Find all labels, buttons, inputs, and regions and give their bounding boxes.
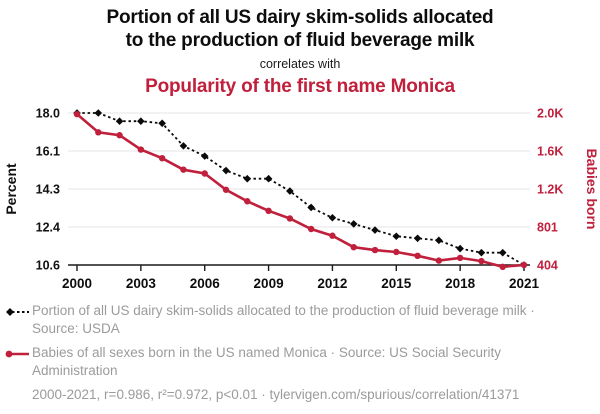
- chart-area: 18.0 2.0K 16.1 1.6K 14.3 1.2K 12.4 801 10.6 404 20…: [0, 99, 600, 295]
- dairy-data-point: [456, 244, 464, 253]
- monica-data-point: [520, 261, 528, 269]
- chart-title-line-2: to the production of fluid beverage milk: [125, 30, 475, 51]
- dairy-series-line: [77, 112, 525, 266]
- legend-label-dairy: Portion of all US dairy skim-solids allo…: [32, 303, 535, 336]
- monica-data-point: [201, 170, 208, 177]
- right-axis-tick: 1.6K: [537, 145, 563, 159]
- monica-data-point: [393, 248, 400, 256]
- correlates-with-label: correlates with: [259, 57, 341, 71]
- monica-data-point: [329, 232, 336, 239]
- monica-data-point: [286, 215, 294, 222]
- left-axis-title: Percent: [3, 163, 19, 215]
- dairy-data-point: [264, 174, 273, 183]
- right-axis-tick: 404: [537, 259, 558, 273]
- monica-data-point: [265, 207, 272, 215]
- monica-data-point: [222, 186, 230, 193]
- legend-entry-monica: Babies of all sexes born in the US named…: [0, 344, 600, 380]
- right-axis-tick: 801: [537, 221, 558, 235]
- monica-data-point: [180, 166, 187, 173]
- monica-data-point: [435, 257, 443, 264]
- dairy-data-point: [200, 152, 209, 160]
- left-axis-tick: 10.6: [36, 259, 60, 273]
- monica-data-point: [499, 263, 506, 271]
- monica-data-point: [137, 146, 145, 153]
- x-axis-tick: 2021: [509, 276, 540, 291]
- right-axis-tick: 2.0K: [537, 107, 563, 121]
- chart-svg: 18.0 2.0K 16.1 1.6K 14.3 1.2K 12.4 801 10.6 404 20…: [3, 107, 600, 292]
- dairy-data-point: [498, 248, 507, 257]
- x-axis-tick: 2015: [381, 276, 412, 291]
- chart-header: Portion of all US dairy skim-solids allo…: [0, 0, 600, 98]
- monica-data-point: [371, 246, 379, 254]
- dairy-data-point: [158, 119, 166, 128]
- monica-data-point: [95, 129, 102, 136]
- x-axis-tick: 2006: [190, 276, 221, 291]
- monica-data-point: [478, 257, 485, 265]
- legend-label-monica: Babies of all sexes born in the US named…: [32, 345, 501, 378]
- dairy-data-point: [179, 142, 188, 150]
- x-axis-tick: 2009: [254, 276, 284, 291]
- monica-data-point: [116, 132, 123, 139]
- x-axis-tick: 2018: [445, 276, 476, 291]
- dairy-data-point: [243, 174, 252, 183]
- dairy-data-point: [328, 213, 337, 222]
- dairy-data-point: [137, 117, 145, 126]
- dairy-data-point: [477, 248, 486, 257]
- legend-entry-dairy: Portion of all US dairy skim-solids allo…: [0, 302, 600, 338]
- chart-legend: Portion of all US dairy skim-solids allo…: [0, 302, 600, 380]
- chart-title-line-1: Portion of all US dairy skim-solids allo…: [106, 7, 494, 28]
- left-axis-tick: 14.3: [36, 183, 60, 197]
- monica-data-point: [73, 110, 81, 118]
- monica-data-point: [456, 254, 464, 262]
- dairy-data-point: [115, 117, 124, 126]
- stats-footer: 2000-2021, r=0.986, r²=0.972, p<0.01 · t…: [32, 387, 520, 402]
- dairy-data-point: [435, 236, 443, 245]
- dairy-data-point: [413, 234, 422, 243]
- x-axis-tick: 2003: [126, 276, 157, 291]
- dairy-data-point: [286, 187, 294, 195]
- dairy-data-point: [307, 203, 315, 212]
- monica-data-point: [244, 198, 251, 205]
- monica-series-line: [76, 113, 525, 269]
- x-axis-tick: 2000: [62, 276, 92, 291]
- monica-data-point: [158, 154, 166, 162]
- dairy-data-point: [94, 109, 103, 117]
- left-axis-tick: 18.0: [36, 107, 60, 121]
- chart-subtitle: Popularity of the first name Monica: [145, 76, 455, 97]
- dairy-series-marker-icon: [6, 308, 29, 316]
- x-axis-tick: 2012: [317, 276, 347, 291]
- left-axis-tick: 16.1: [36, 145, 60, 159]
- right-axis-tick: 1.2K: [537, 183, 563, 197]
- monica-data-point: [350, 243, 357, 251]
- monica-data-point: [307, 225, 315, 233]
- dairy-data-point: [392, 232, 401, 241]
- dairy-data-point: [222, 166, 230, 175]
- dairy-data-point: [371, 226, 379, 234]
- monica-series-marker-icon: [5, 350, 29, 358]
- monica-data-point: [414, 252, 421, 260]
- left-axis-tick: 12.4: [36, 221, 60, 235]
- dairy-data-point: [349, 220, 358, 228]
- right-axis-title: Babies born: [584, 149, 600, 230]
